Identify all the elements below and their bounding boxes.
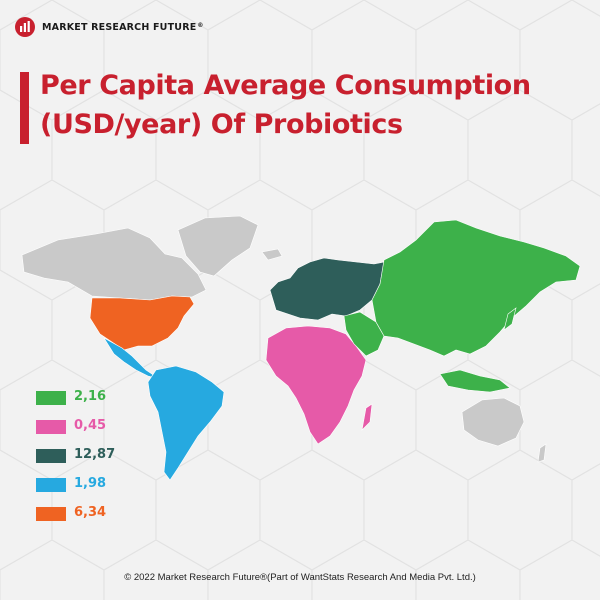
legend-value: 12,87 [74, 447, 116, 462]
brand-name: MARKET RESEARCH FUTURE® [42, 21, 204, 33]
map-region-indonesia [439, 369, 511, 393]
map-region-japan [503, 307, 517, 331]
map-region-middle-east [343, 311, 385, 357]
legend-value: 1,98 [74, 476, 107, 491]
copyright-footer: © 2022 Market Research Future®(Part of W… [124, 572, 476, 583]
map-region-greenland [177, 215, 259, 277]
page-title: Per Capita Average Consumption (USD/year… [40, 66, 580, 144]
brand-logo-icon [15, 17, 35, 37]
map-region-australia [461, 397, 525, 447]
legend-swatch [36, 507, 66, 521]
world-map [21, 215, 581, 481]
map-region-new-zealand [537, 443, 547, 463]
title-line-1: Per Capita Average Consumption [40, 70, 531, 101]
map-region-south-america [147, 365, 225, 481]
map-region-north-america [89, 295, 195, 351]
legend-value: 0,45 [74, 418, 107, 433]
map-region-europe [269, 257, 385, 321]
map-region-madagascar [361, 403, 373, 431]
legend-swatch [36, 449, 66, 463]
title-line-2: (USD/year) Of Probiotics [40, 109, 403, 140]
map-region-iceland [261, 248, 283, 261]
map-region-africa [265, 325, 367, 445]
legend-swatch [36, 478, 66, 492]
map-region-asia [371, 219, 581, 357]
map-region-canada [21, 227, 207, 301]
brand-header: MARKET RESEARCH FUTURE® [14, 14, 204, 40]
legend-swatch [36, 420, 66, 434]
legend-swatch [36, 391, 66, 405]
legend-value: 6,34 [74, 505, 107, 520]
title-accent-bar [20, 72, 29, 144]
legend-value: 2,16 [74, 389, 107, 404]
